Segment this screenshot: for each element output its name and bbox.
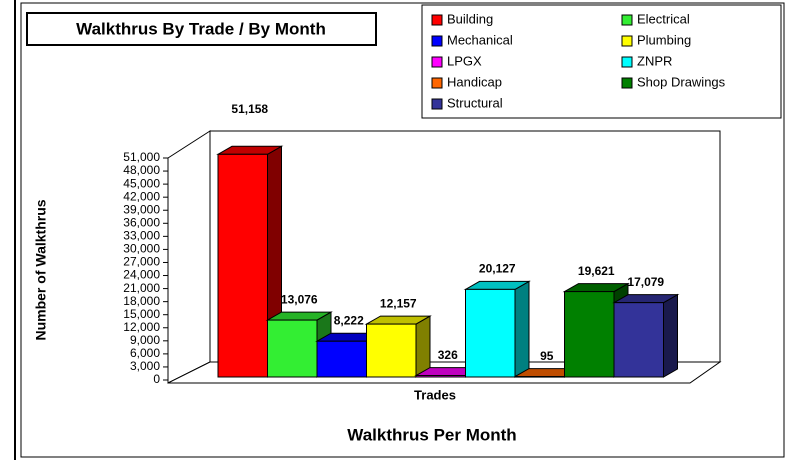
value-label: 95	[540, 349, 554, 363]
value-label: 326	[438, 348, 458, 362]
bar	[564, 291, 615, 378]
title-box	[26, 12, 377, 46]
value-label: 13,076	[281, 292, 318, 306]
value-label: 19,621	[578, 264, 615, 278]
bar	[366, 323, 417, 378]
bar	[415, 375, 466, 378]
legend-swatch	[431, 35, 443, 47]
bar-side	[415, 315, 431, 378]
bar	[514, 376, 565, 378]
legend-swatch	[431, 14, 443, 26]
y-tick-label: 9,000	[130, 333, 160, 347]
value-label: 20,127	[479, 262, 516, 276]
legend-label: Building	[447, 11, 493, 26]
y-tick-label: 36,000	[123, 215, 160, 229]
subtitle: Walkthrus Per Month	[347, 425, 516, 444]
legend-swatch	[621, 35, 633, 47]
legend-swatch	[431, 56, 443, 68]
y-tick-label: 27,000	[123, 255, 160, 269]
legend-label: Handicap	[447, 74, 502, 89]
legend-label: Structural	[447, 95, 503, 110]
y-tick-label: 3,000	[130, 359, 160, 373]
y-tick-label: 33,000	[123, 229, 160, 243]
x-axis-label: Trades	[414, 387, 456, 402]
value-label: 12,157	[380, 296, 417, 310]
legend-swatch	[621, 77, 633, 89]
legend-label: Plumbing	[637, 32, 691, 47]
y-tick-label: 51,000	[123, 150, 160, 164]
legend-label: ZNPR	[637, 53, 672, 68]
bar-side	[663, 293, 678, 378]
y-tick-label: 18,000	[123, 294, 160, 308]
value-label: 8,222	[334, 313, 364, 327]
y-tick-label: 15,000	[123, 307, 160, 321]
legend-swatch	[431, 77, 443, 89]
legend-swatch	[621, 14, 633, 26]
bar	[267, 319, 318, 378]
legend-swatch	[431, 98, 443, 110]
bar	[613, 302, 664, 378]
legend	[421, 4, 782, 119]
y-tick-label: 6,000	[130, 346, 160, 360]
value-label: 51,158	[231, 102, 268, 116]
y-tick-label: 0	[153, 372, 160, 386]
bar	[316, 340, 367, 378]
value-label: 17,079	[627, 275, 664, 289]
y-tick-label: 24,000	[123, 268, 160, 282]
bar	[217, 153, 268, 378]
legend-label: Shop Drawings	[637, 74, 726, 89]
y-tick-label: 12,000	[123, 320, 160, 334]
legend-label: LPGX	[447, 53, 482, 68]
y-tick-label: 42,000	[123, 189, 160, 203]
legend-swatch	[621, 56, 633, 68]
y-tick-label: 30,000	[123, 242, 160, 256]
y-tick-label: 48,000	[123, 163, 160, 177]
y-axis-label: Number of Walkthrus	[33, 199, 49, 340]
y-tick-label: 39,000	[123, 202, 160, 216]
legend-label: Electrical	[637, 11, 690, 26]
chart-title: Walkthrus By Trade / By Month	[76, 19, 326, 38]
bar	[465, 288, 516, 378]
legend-label: Mechanical	[447, 32, 513, 47]
frame	[20, 2, 785, 458]
y-tick-label: 21,000	[123, 281, 160, 295]
bar-side	[514, 280, 530, 378]
side-wall	[167, 130, 211, 384]
y-tick-label: 45,000	[123, 176, 160, 190]
